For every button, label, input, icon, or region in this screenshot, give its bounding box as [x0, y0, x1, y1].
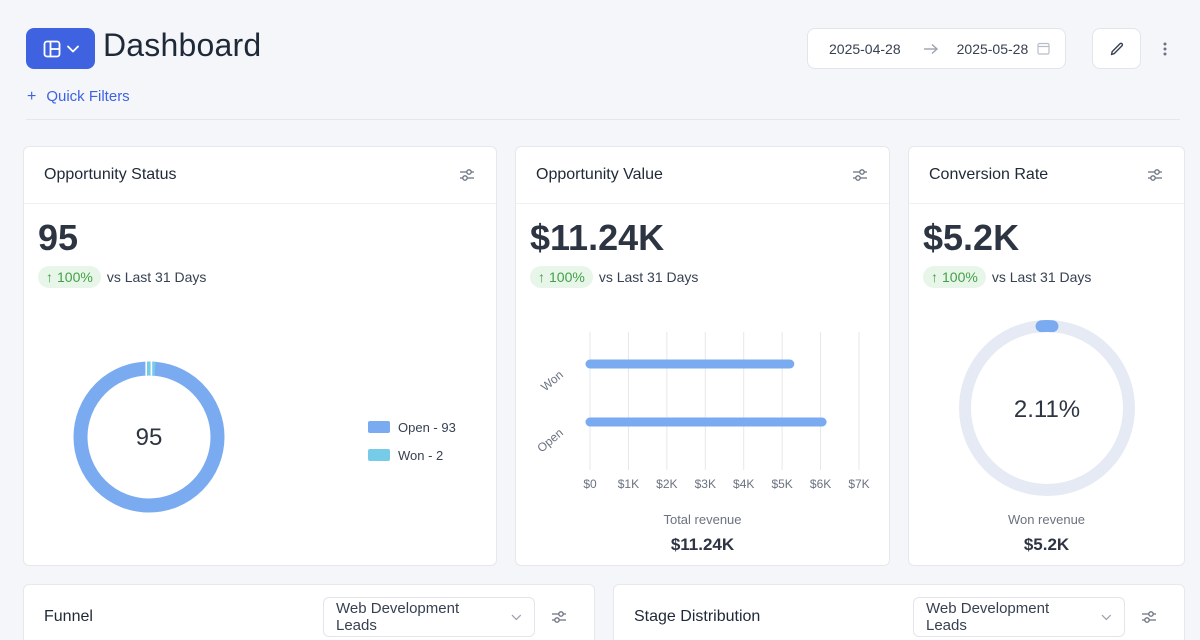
chevron-down-icon [1101, 614, 1112, 620]
x-tick-label: $2K [656, 477, 677, 491]
x-tick-label: $0 [583, 477, 597, 491]
edit-dashboard-button[interactable] [1092, 28, 1141, 69]
delta-label: vs Last 31 Days [598, 269, 699, 285]
metric-value: $11.24K [530, 217, 665, 258]
legend-item: Won - 2 [368, 441, 456, 469]
chart-caption: Won revenue [1007, 512, 1086, 527]
revenue-bar-chart: $0 $1K $2K $3K $4K $5K $6K $7K Won Open [534, 332, 870, 491]
metric-delta: ↑ 100% vs Last 31 Days [530, 266, 698, 288]
chevron-down-icon [511, 614, 522, 620]
x-tick-label: $7K [848, 477, 869, 491]
legend-label: Won - 2 [398, 447, 444, 463]
x-tick-label: $4K [733, 477, 754, 491]
metric-value: $5.2K [923, 217, 1020, 258]
chart-total: $11.24K [670, 535, 735, 554]
sliders-icon[interactable] [851, 166, 869, 184]
arrow-up-icon: ↑ [46, 269, 53, 285]
donut-chart: 95 [73, 361, 225, 513]
pipeline-dropdown[interactable]: Web Development Leads [323, 597, 535, 637]
legend: Open - 93 Won - 2 [368, 413, 456, 469]
delta-badge: ↑ 100% [38, 266, 101, 288]
chart-caption: Total revenue [663, 512, 742, 527]
delta-value: 100% [549, 269, 585, 285]
arrow-up-icon: ↑ [931, 269, 938, 285]
delta-badge: ↑ 100% [923, 266, 986, 288]
delta-value: 100% [942, 269, 978, 285]
sliders-icon[interactable] [1140, 608, 1158, 626]
funnel-card: Funnel Web Development Leads [23, 584, 595, 640]
layout-switcher-button[interactable] [26, 28, 95, 69]
pipeline-dropdown[interactable]: Web Development Leads [913, 597, 1125, 637]
delta-value: 100% [57, 269, 93, 285]
chart-total: $5.2K [1023, 535, 1070, 554]
x-tick-label: $1K [618, 477, 639, 491]
card-title: Funnel [44, 608, 93, 625]
date-to[interactable]: 2025-05-28 [956, 40, 1029, 57]
legend-label: Open - 93 [398, 419, 456, 435]
date-from[interactable]: 2025-04-28 [829, 40, 901, 57]
layout-icon [43, 40, 60, 57]
x-tick-label: $3K [695, 477, 716, 491]
pencil-icon [1110, 42, 1123, 55]
more-options-icon[interactable] [1157, 36, 1173, 62]
conversion-rate-card: Conversion Rate $5.2K ↑ 100% vs Last 31 … [908, 146, 1185, 566]
y-category-label: Open [534, 426, 565, 456]
x-tick-label: $6K [810, 477, 831, 491]
card-title: Opportunity Status [44, 166, 177, 183]
legend-swatch-won [368, 449, 390, 461]
donut-center-label: 95 [136, 424, 163, 451]
y-category-label: Won [538, 368, 566, 394]
page-title: Dashboard [103, 27, 262, 63]
arrow-up-icon: ↑ [538, 269, 545, 285]
header-divider [26, 119, 1180, 120]
plus-icon: + [27, 87, 37, 105]
dropdown-value: Web Development Leads [926, 600, 1050, 634]
metric-value: 95 [38, 217, 79, 258]
metric-delta: ↑ 100% vs Last 31 Days [923, 266, 1091, 288]
sliders-icon[interactable] [550, 608, 568, 626]
sliders-icon[interactable] [458, 166, 476, 184]
stage-distribution-card: Stage Distribution Web Development Leads [613, 584, 1185, 640]
legend-item: Open - 93 [368, 413, 456, 441]
delta-label: vs Last 31 Days [991, 269, 1092, 285]
card-title: Conversion Rate [929, 166, 1049, 183]
quick-filters-button[interactable]: + Quick Filters [27, 88, 130, 105]
opportunity-status-card: Opportunity Status 95 ↑ 100% vs Last 31 … [23, 146, 497, 566]
gauge-label: 2.11% [1014, 396, 1080, 423]
delta-badge: ↑ 100% [530, 266, 593, 288]
metric-delta: ↑ 100% vs Last 31 Days [38, 266, 206, 288]
card-title: Opportunity Value [536, 166, 663, 183]
legend-swatch-open [368, 421, 390, 433]
date-range-picker[interactable]: 2025-04-28 2025-05-28 [807, 28, 1066, 69]
calendar-icon[interactable] [1037, 42, 1050, 55]
sliders-icon[interactable] [1146, 166, 1164, 184]
opportunity-value-card: Opportunity Value $11.24K ↑ 100% vs Last… [515, 146, 890, 566]
arrow-right-icon [923, 43, 939, 55]
x-tick-label: $5K [771, 477, 792, 491]
quick-filters-label: Quick Filters [46, 88, 130, 105]
conversion-gauge: 2.11% [959, 320, 1135, 496]
chevron-down-icon [66, 45, 79, 52]
card-title: Stage Distribution [634, 608, 761, 625]
delta-label: vs Last 31 Days [106, 269, 207, 285]
dropdown-value: Web Development Leads [336, 600, 460, 634]
